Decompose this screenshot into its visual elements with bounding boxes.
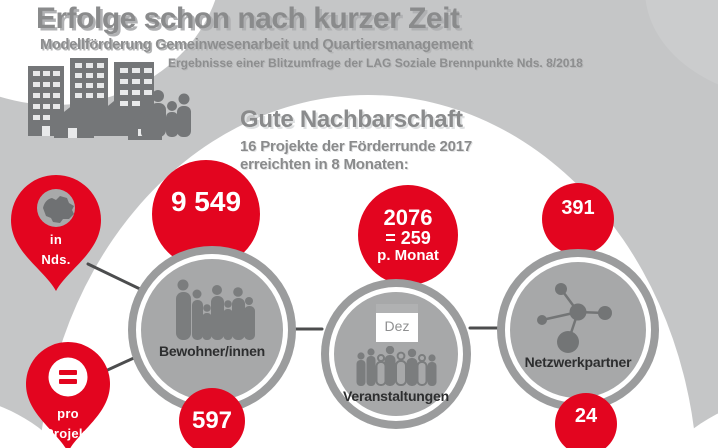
stat-events-monthly-unit: p. Monat [377,246,439,264]
section-heading: Gute Nachbarschaft [240,106,463,133]
calendar-icon: Dez [376,304,418,342]
events-circle: Dez Veranstaltungen [329,287,463,421]
city-skyline-icon [28,58,191,140]
calendar-month-label: Dez [384,318,410,334]
residents-label: Bewohner/innen [158,343,266,359]
stat-partners-per-project: 24 [555,393,617,448]
residents-people-icon [176,279,255,340]
connector-lines [86,262,502,375]
per-project-pin-line1: pro [57,406,79,421]
per-project-pin [26,342,110,448]
location-pin-text: in Nds. [16,230,96,270]
top-right-bubble [645,0,718,85]
events-label: Veranstaltungen [343,388,449,404]
stat-events-monthly-value: = 259 [385,227,431,248]
stat-residents-total: 9 549 [152,160,260,268]
bottom-right-bubble [671,413,718,448]
section-line-1: 16 Projekte der Förderrunde 2017 [240,138,473,155]
equals-icon [59,370,77,384]
stat-residents-per-project: 597 [179,388,245,448]
bottom-left-bubble [0,406,62,448]
section-block: Gute Nachbarschaft 16 Projekte der Förde… [240,106,472,174]
section-line-2: erreichten in 8 Monaten: [240,156,409,173]
per-project-pin-text: pro Projekt [28,404,108,444]
page-subtitle-source: Ergebnisse einer Blitzumfrage der LAG So… [168,56,583,70]
partners-label: Netzwerkpartner [524,354,632,370]
stat-partners-total: 391 [542,183,614,255]
location-pin [11,175,101,291]
page-subtitle: Modellförderung Gemeinwesenarbeit und Qu… [40,37,473,53]
stat-events-total: 2076 = 259 p. Monat [358,185,458,285]
lower-saxony-map-icon [43,196,74,223]
location-pin-line1: in [49,232,63,247]
partners-circle: Netzwerkpartner [505,257,651,403]
network-icon [537,283,612,353]
location-pin-line2: Nds. [41,252,71,267]
residents-circle: Bewohner/innen [136,254,288,406]
page-title: Erfolge schon nach kurzer Zeit [36,2,460,35]
calendar-band [376,304,418,313]
per-project-pin-line2: Projekt [44,426,92,441]
audience-people-icon [356,346,437,386]
stat-events-total-value: 2076 [383,204,433,230]
